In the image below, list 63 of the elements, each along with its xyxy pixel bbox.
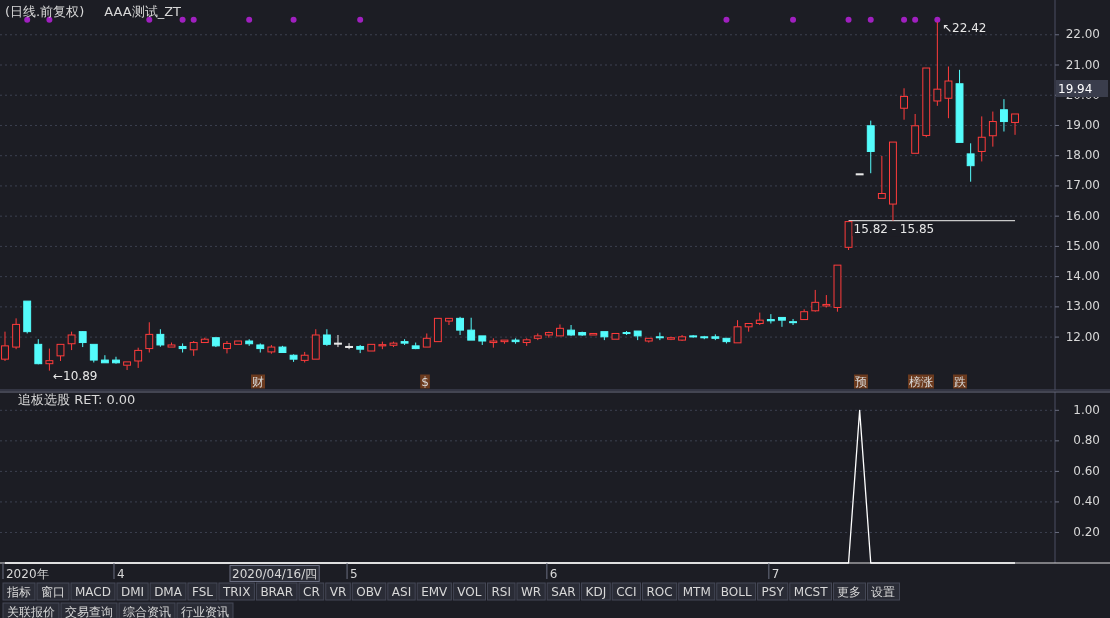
text: 2020/04/16/四 [232,566,318,581]
y-tick-label: 18.00 [1065,148,1100,163]
text: BOLL [720,584,752,599]
annotation: ↖22.42 [942,20,987,35]
text: BRAR [260,584,294,599]
y-tick-label: 0.20 [1073,524,1100,539]
text: 4 [116,566,125,581]
y-tick-label: 17.00 [1065,178,1100,193]
text: 综合资讯 [123,604,171,618]
y-tick-label: 12.00 [1065,329,1100,344]
text: 7 [771,566,780,581]
chart-title: (日线.前复权) [5,3,85,19]
text: 交易查询 [65,604,113,618]
text: 6 [549,566,558,581]
y-tick-label: 13.00 [1065,299,1100,314]
text: 设置 [871,584,896,599]
annotation: $ [421,374,429,389]
text: EMV [421,584,449,599]
annotation: 跌 [954,374,966,389]
text: VR [329,584,347,599]
annotation: ←10.89 [53,368,98,383]
y-tick-label: 0.40 [1073,494,1100,509]
text: ASI [391,584,412,599]
y-tick-label: 19.00 [1065,117,1100,132]
annotation: 预 [855,374,867,389]
text: TRIX [221,584,251,599]
text: 2020年 [5,566,49,581]
text: CR [303,584,320,599]
text: FSL [191,584,214,599]
text: KDJ [585,584,607,599]
annotation: 财 [252,374,264,389]
text: CCI [616,584,637,599]
y-tick-label: 14.00 [1065,269,1100,284]
text: DMI [120,584,145,599]
text: 关联报价 [7,604,55,618]
text: 5 [350,566,358,581]
y-tick-label: 1.00 [1073,402,1100,417]
text: PSY [761,584,785,599]
text: RSI [491,584,511,599]
annotation: 15.82 - 15.85 [853,222,935,237]
y-tick-label: 0.80 [1073,433,1100,448]
y-tick-label: 15.00 [1065,238,1100,253]
annotation: 榜涨 [909,374,933,389]
text: 指标 [6,584,31,599]
text: MTM [682,584,711,599]
text: WR [520,584,542,599]
text: 窗口 [41,584,65,599]
text: ROC [646,584,673,599]
text: 行业资讯 [181,604,229,618]
chart-subtitle: AAA测试_ZT [104,3,182,19]
y-tick-label: 21.00 [1065,57,1100,72]
text: SAR [551,584,576,599]
chart-title: 追板选股 RET: 0.00 [18,391,136,407]
text: OBV [356,584,383,599]
text: DMA [154,584,183,599]
text: VOL [457,584,482,599]
text: 更多 [837,584,862,599]
y-tick-label: 22.00 [1065,27,1100,42]
text: 19.94 [1058,81,1093,96]
y-tick-label: 16.00 [1065,208,1100,223]
text: MACD [75,584,111,599]
text: MCST [793,584,829,599]
y-tick-label: 0.60 [1073,463,1100,478]
